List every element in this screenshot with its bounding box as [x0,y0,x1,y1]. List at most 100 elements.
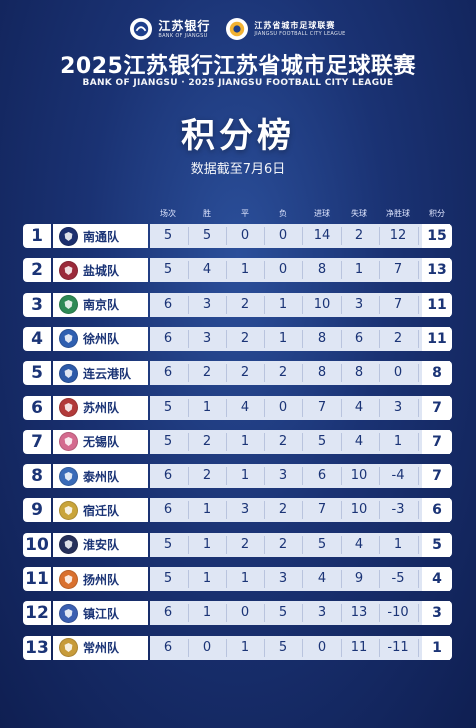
column-divider [264,638,265,657]
table-row: 4 徐州队 6 3 2 1 8 6 2 11 [0,326,476,351]
team-badge-icon [59,398,78,417]
stat-lost: 0 [278,228,288,243]
stat-won: 3 [202,296,212,312]
column-divider [264,227,265,245]
column-divider [379,501,380,520]
column-divider [302,604,303,623]
points-cell: 15 [422,224,452,248]
column-divider [302,535,303,554]
column-divider [188,329,189,348]
stat-lost: 2 [278,502,288,518]
column-divider [379,364,380,383]
column-divider [264,535,265,554]
points-cell: 6 [422,498,452,523]
column-divider [379,432,380,451]
team-name: 徐州队 [83,332,120,347]
column-divider [226,261,227,280]
stat-ga: 11 [350,639,368,655]
rank-cell: 9 [23,498,51,523]
stat-lost: 5 [278,639,288,655]
stat-gd: 7 [393,296,403,312]
stat-ga: 2 [354,228,364,243]
col-points: 积分 [429,209,445,218]
points-cell: 11 [422,326,452,351]
points-cell: 1 [422,635,452,660]
team-cell: 连云港队 [53,361,148,386]
column-divider [188,261,189,280]
stat-played: 5 [163,399,173,415]
team-cell: 徐州队 [53,326,148,351]
stats-cells: 6 1 3 2 7 10 -3 [150,498,450,523]
team-badge-icon [59,432,78,452]
stat-drawn: 3 [240,502,250,518]
column-divider [264,295,265,314]
column-divider [418,501,419,520]
column-divider [226,535,227,554]
stat-gf: 6 [317,468,327,484]
stat-gf: 3 [317,605,327,621]
date-note: 数据截至7月6日 [190,162,286,177]
stat-played: 5 [163,536,173,552]
stat-gf: 10 [313,296,331,312]
column-divider [341,432,342,451]
stat-gd: 12 [389,228,407,243]
points-cell: 11 [422,292,452,317]
stat-drawn: 0 [240,228,250,243]
stat-played: 6 [163,502,173,518]
page-subtitle: BANK OF JIANGSU · 2025 JIANGSU FOOTBALL … [82,78,394,88]
stat-ga: 8 [354,365,364,381]
column-divider [226,432,227,451]
stat-lost: 3 [278,571,288,586]
column-divider [264,329,265,348]
team-cell: 苏州队 [53,395,148,420]
column-divider [302,295,303,314]
stat-won: 2 [202,365,212,381]
stat-won: 1 [202,571,212,586]
stat-played: 6 [163,296,173,312]
stat-gf: 0 [317,639,327,655]
stat-won: 2 [202,468,212,484]
stat-gf: 14 [313,228,331,243]
col-goals-for: 进球 [314,209,330,218]
stat-played: 6 [163,605,173,621]
stat-lost: 0 [278,399,288,415]
stat-drawn: 1 [240,571,250,586]
col-goal-diff: 净胜球 [386,209,410,218]
rank-cell: 7 [23,429,51,454]
rank-cell: 11 [23,567,51,591]
column-divider [341,467,342,486]
stat-lost: 2 [278,433,288,449]
stat-gd: 2 [393,330,403,346]
column-divider [302,501,303,520]
stat-drawn: 2 [240,330,250,346]
stat-played: 5 [163,571,173,586]
column-divider [188,535,189,554]
stat-drawn: 1 [240,468,250,484]
stat-played: 5 [163,228,173,243]
stat-played: 6 [163,639,173,655]
stat-played: 6 [163,365,173,381]
column-divider [341,501,342,520]
rank-cell: 12 [23,601,51,626]
stat-drawn: 2 [240,296,250,312]
header: 江苏银行 BANK OF JIANGSU 江苏省城市足球联赛 JIANGSU F… [0,0,476,200]
stat-gf: 7 [317,502,327,518]
stat-gd: 3 [393,399,403,415]
stat-won: 1 [202,605,212,621]
points-cell: 7 [422,395,452,420]
stat-gd: 7 [393,262,403,278]
stat-gd: 0 [393,365,403,381]
league-logo: 江苏省城市足球联赛 JIANGSU FOOTBALL CITY LEAGUE [226,18,345,40]
stat-won: 1 [202,536,212,552]
column-divider [264,398,265,417]
column-divider [418,295,419,314]
stat-gf: 4 [317,571,327,586]
team-cell: 常州队 [53,635,148,660]
rank-cell: 6 [23,395,51,420]
column-divider [341,604,342,623]
column-divider [226,227,227,245]
stat-lost: 3 [278,468,288,484]
column-divider [264,570,265,588]
table-row: 3 南京队 6 3 2 1 10 3 7 11 [0,292,476,317]
column-divider [226,501,227,520]
